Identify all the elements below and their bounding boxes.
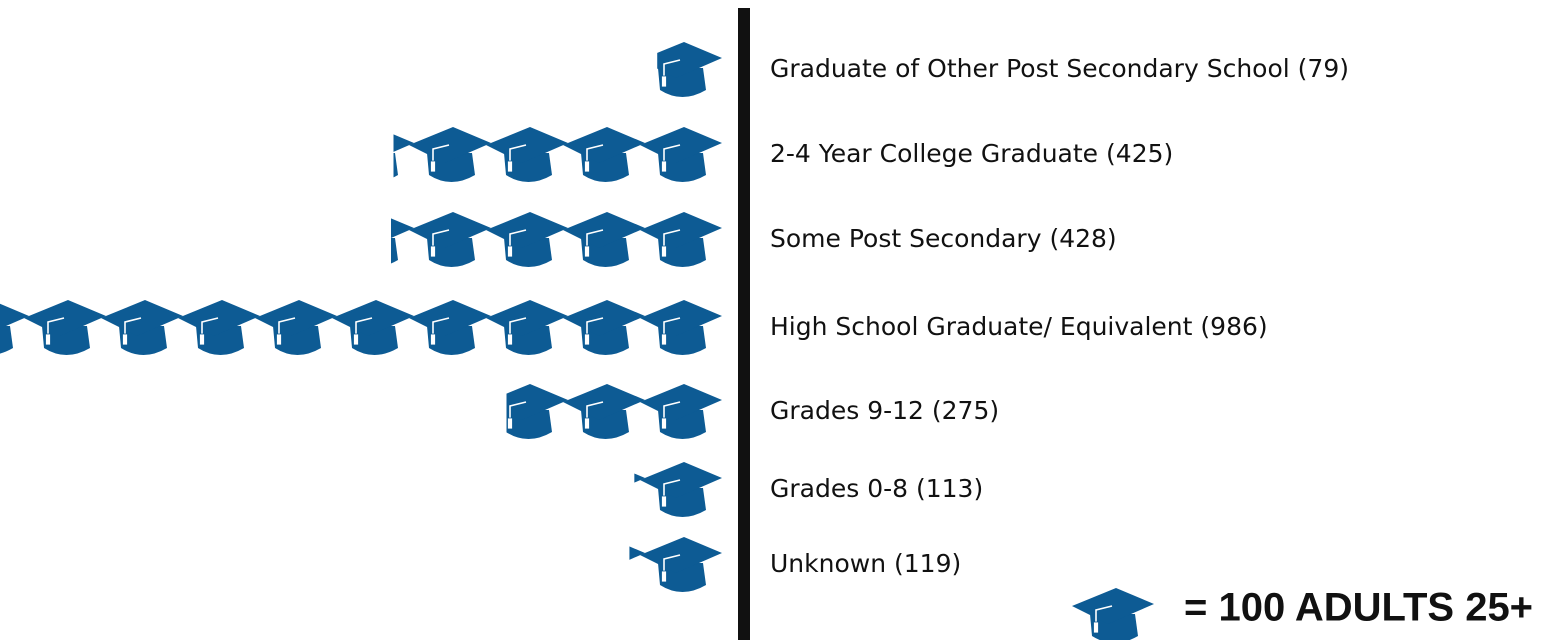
category-name: Some Post Secondary <box>770 224 1042 253</box>
cap-icon <box>408 211 492 268</box>
cap-icon <box>408 299 492 356</box>
category-name: Unknown <box>770 549 886 578</box>
cap-icon <box>485 126 569 183</box>
category-label: Graduate of Other Post Secondary School … <box>770 54 1349 83</box>
icon-row <box>657 41 723 98</box>
cap-icon <box>634 461 646 518</box>
cap-icon <box>23 299 107 356</box>
cap-icon <box>254 299 338 356</box>
icon-row <box>634 461 723 518</box>
value-label: (79) <box>1298 54 1349 83</box>
cap-icon <box>391 211 415 268</box>
category-name: High School Graduate/ Equivalent <box>770 312 1193 341</box>
icon-row <box>629 536 723 593</box>
cap-icon <box>639 383 723 440</box>
category-label: Grades 9-12 (275) <box>770 396 999 425</box>
category-name: Graduate of Other Post Secondary School <box>770 54 1290 83</box>
category-label: Unknown (119) <box>770 549 961 578</box>
cap-icon <box>331 299 415 356</box>
value-label: (428) <box>1049 224 1116 253</box>
divider <box>738 8 750 640</box>
value-label: (275) <box>932 396 999 425</box>
cap-icon <box>639 211 723 268</box>
cap-icon <box>408 126 492 183</box>
cap-icon <box>393 126 415 183</box>
cap-icon <box>562 383 646 440</box>
cap-icon <box>506 383 569 440</box>
category-name: Grades 9-12 <box>770 396 924 425</box>
key-icon <box>1071 587 1155 640</box>
cap-icon <box>562 126 646 183</box>
value-label: (113) <box>916 474 983 503</box>
cap-icon <box>485 299 569 356</box>
value-label: (986) <box>1200 312 1267 341</box>
key-label: = 100 ADULTS 25+ <box>1184 586 1533 630</box>
cap-icon <box>562 211 646 268</box>
category-label: Grades 0-8 (113) <box>770 474 983 503</box>
cap-icon <box>177 299 261 356</box>
icon-row <box>393 126 723 183</box>
cap-icon <box>485 211 569 268</box>
cap-icon <box>639 461 723 518</box>
cap-icon <box>639 126 723 183</box>
category-name: Grades 0-8 <box>770 474 908 503</box>
icon-row <box>391 211 723 268</box>
cap-icon <box>629 536 646 593</box>
cap-icon <box>0 299 30 356</box>
cap-icon <box>639 299 723 356</box>
key: = 100 ADULTS 25+ <box>1071 586 1533 640</box>
category-label: High School Graduate/ Equivalent (986) <box>770 312 1268 341</box>
icon-row <box>506 383 723 440</box>
category-label: 2-4 Year College Graduate (425) <box>770 139 1173 168</box>
cap-icon <box>657 41 723 98</box>
icon-row <box>0 299 723 356</box>
category-name: 2-4 Year College Graduate <box>770 139 1098 168</box>
value-label: (425) <box>1106 139 1173 168</box>
cap-icon <box>562 299 646 356</box>
cap-icon <box>639 536 723 593</box>
category-label: Some Post Secondary (428) <box>770 224 1117 253</box>
value-label: (119) <box>894 549 961 578</box>
cap-icon <box>100 299 184 356</box>
